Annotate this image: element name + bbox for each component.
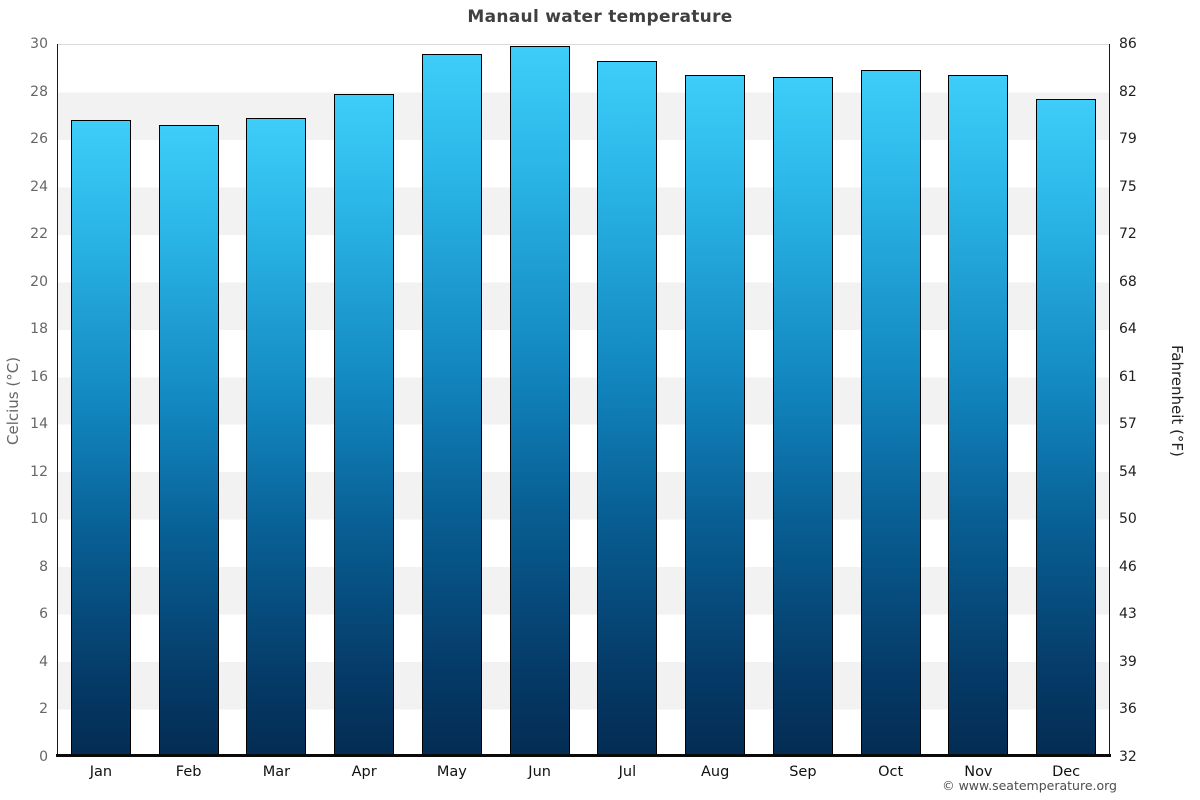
- y-tick-celsius-26: 26: [30, 131, 48, 148]
- y-tick-fahrenheit-39: 39: [1119, 653, 1137, 670]
- y-tick-fahrenheit-72: 72: [1119, 226, 1137, 243]
- x-tick-jan: Jan: [89, 764, 113, 780]
- bar-jan: [70, 120, 131, 757]
- bar-mar: [246, 117, 307, 757]
- y-axis-line-left: [57, 44, 58, 757]
- y-tick-fahrenheit-43: 43: [1119, 606, 1137, 623]
- y-tick-celsius-20: 20: [30, 273, 48, 290]
- y-tick-fahrenheit-54: 54: [1119, 463, 1137, 480]
- y-axis-title-fahrenheit: Fahrenheit (°F): [1168, 344, 1186, 457]
- y-tick-celsius-14: 14: [30, 416, 48, 433]
- y-tick-celsius-18: 18: [30, 321, 48, 338]
- y-tick-celsius-8: 8: [39, 558, 48, 575]
- bars-group: [57, 45, 1110, 757]
- y-tick-celsius-16: 16: [30, 368, 48, 385]
- x-tick-nov: Nov: [964, 764, 993, 780]
- y-tick-celsius-12: 12: [30, 463, 48, 480]
- bar-oct: [860, 70, 921, 757]
- plot-area: [57, 44, 1110, 757]
- y-tick-fahrenheit-61: 61: [1119, 368, 1137, 385]
- y-tick-fahrenheit-36: 36: [1119, 701, 1137, 718]
- y-tick-celsius-4: 4: [39, 653, 48, 670]
- bar-jun: [509, 46, 570, 757]
- bar-apr: [334, 93, 395, 757]
- x-tick-may: May: [436, 764, 467, 780]
- x-tick-jul: Jul: [618, 764, 637, 780]
- bar-jul: [597, 60, 658, 757]
- y-tick-fahrenheit-68: 68: [1119, 273, 1137, 290]
- x-tick-oct: Oct: [878, 764, 904, 780]
- bar-aug: [685, 74, 746, 757]
- y-tick-celsius-30: 30: [30, 36, 48, 52]
- y-tick-fahrenheit-82: 82: [1119, 83, 1137, 100]
- y-tick-celsius-28: 28: [30, 83, 48, 100]
- y-tick-celsius-24: 24: [30, 178, 48, 195]
- y-tick-celsius-6: 6: [39, 606, 48, 623]
- y-axis-line-right: [1109, 44, 1110, 757]
- x-tick-feb: Feb: [175, 764, 202, 780]
- chart-title: Manaul water temperature: [467, 7, 733, 27]
- y-tick-fahrenheit-57: 57: [1119, 416, 1137, 433]
- bar-sep: [772, 77, 833, 757]
- bar-dec: [1036, 98, 1097, 757]
- bar-feb: [158, 124, 219, 757]
- copyright-link[interactable]: © www.seatemperature.org: [942, 778, 1117, 793]
- y-tick-fahrenheit-79: 79: [1119, 131, 1137, 148]
- bar-may: [421, 53, 482, 757]
- y-tick-fahrenheit-46: 46: [1119, 558, 1137, 575]
- x-tick-aug: Aug: [700, 764, 730, 780]
- y-tick-fahrenheit-75: 75: [1119, 178, 1137, 195]
- y-tick-celsius-10: 10: [30, 511, 48, 528]
- y-tick-celsius-22: 22: [30, 226, 48, 243]
- x-tick-dec: Dec: [1052, 764, 1081, 780]
- x-tick-apr: Apr: [351, 764, 377, 780]
- x-tick-jun: Jun: [528, 764, 551, 780]
- y-tick-fahrenheit-64: 64: [1119, 321, 1137, 338]
- y-tick-fahrenheit-50: 50: [1119, 511, 1137, 528]
- x-tick-sep: Sep: [789, 764, 817, 780]
- y-tick-celsius-2: 2: [39, 701, 48, 718]
- y-tick-celsius-0: 0: [39, 749, 48, 765]
- y-tick-fahrenheit-32: 32: [1119, 749, 1137, 765]
- y-axis-title-celsius: Celcius (°C): [4, 356, 22, 445]
- bar-nov: [948, 74, 1009, 757]
- x-tick-mar: Mar: [262, 764, 291, 780]
- y-tick-fahrenheit-86: 86: [1119, 36, 1137, 52]
- x-axis-line: [56, 754, 1111, 757]
